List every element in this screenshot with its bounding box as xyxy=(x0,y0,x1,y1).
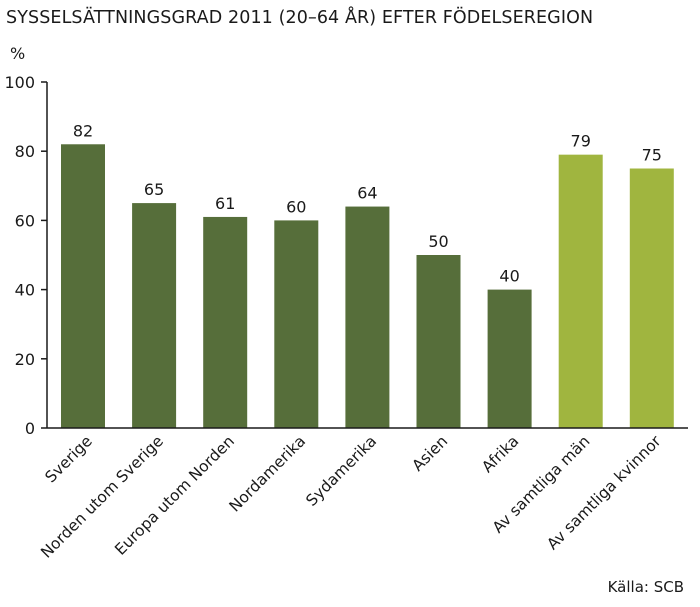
bar xyxy=(487,289,532,428)
bar xyxy=(558,154,603,428)
bars xyxy=(61,144,674,428)
bar xyxy=(629,168,674,428)
y-tick-label: 40 xyxy=(15,281,35,300)
data-label: 61 xyxy=(215,194,235,213)
y-tick-label: 60 xyxy=(15,211,35,230)
y-tick-label: 0 xyxy=(25,419,35,438)
data-label: 65 xyxy=(144,180,164,199)
y-tick-label: 20 xyxy=(15,350,35,369)
source-note: Källa: SCB xyxy=(607,578,684,596)
y-axis-unit-label: % xyxy=(10,44,26,63)
category-label: Europa utom Norden xyxy=(111,432,238,559)
y-tick-label: 80 xyxy=(15,142,35,161)
data-label: 40 xyxy=(499,267,519,286)
data-label: 79 xyxy=(571,132,591,151)
data-label: 82 xyxy=(73,121,93,140)
axes xyxy=(46,82,688,429)
bar xyxy=(274,220,319,428)
category-label: Sverige xyxy=(42,432,96,486)
data-label: 64 xyxy=(357,184,377,203)
bar xyxy=(203,216,248,428)
chart-title: SYSSELSÄTTNINGSGRAD 2011 (20–64 ÅR) EFTE… xyxy=(6,8,594,28)
data-label: 60 xyxy=(286,197,306,216)
category-label: Afrika xyxy=(478,432,522,476)
data-label: 75 xyxy=(642,146,662,165)
bar xyxy=(61,144,105,428)
value-labels: 82 65 61 60 64 50 40 79 75 xyxy=(73,121,662,285)
bar xyxy=(132,203,177,428)
category-label: Nordamerika xyxy=(226,432,309,515)
bar xyxy=(345,206,390,428)
category-label: Asien xyxy=(409,432,452,475)
category-label: Norden utom Sverige xyxy=(37,432,167,562)
y-tick-label: 100 xyxy=(4,73,35,92)
data-label: 50 xyxy=(428,232,448,251)
category-label: Sydamerika xyxy=(303,432,381,510)
y-axis-ticks: 0 20 40 60 80 100 xyxy=(4,73,47,438)
bar xyxy=(416,255,461,428)
